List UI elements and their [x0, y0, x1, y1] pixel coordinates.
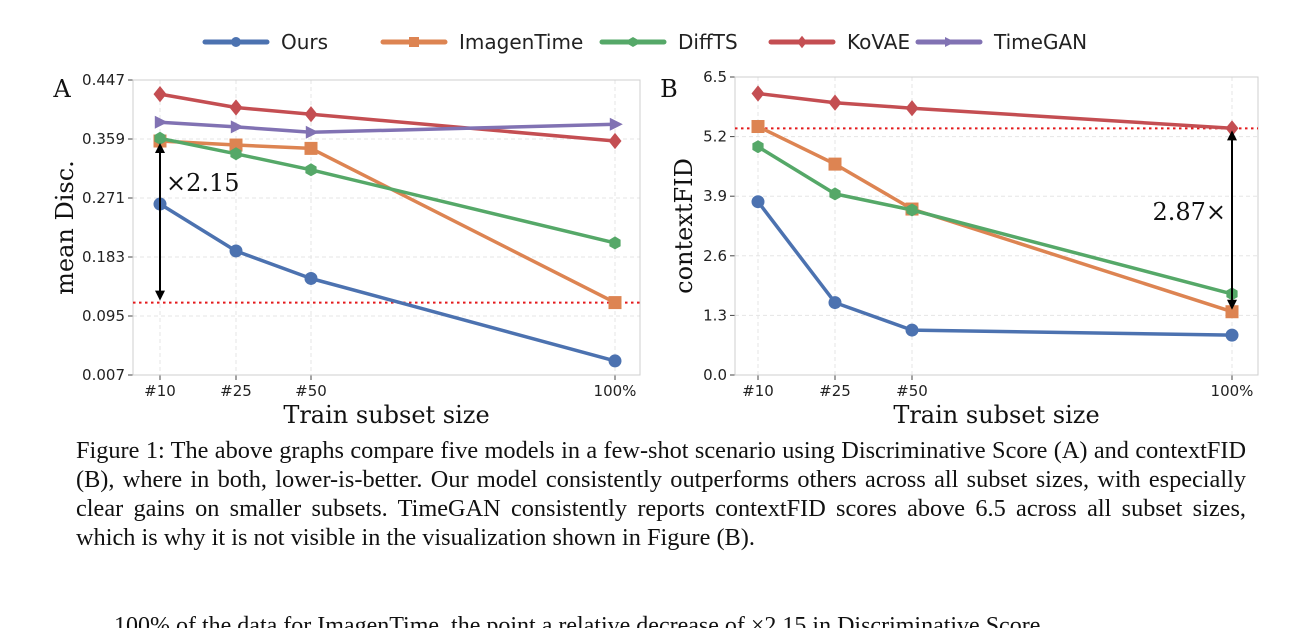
data-point-kovae	[828, 94, 842, 111]
x-axis-label: Train subset size	[893, 401, 1099, 429]
plot-frame	[132, 79, 641, 376]
data-point-timegan	[609, 117, 623, 131]
data-point-kovae	[905, 100, 919, 117]
series-line-ours	[159, 202, 616, 363]
data-point-imagentime	[229, 138, 243, 152]
y-tick-label: 5.2	[703, 128, 727, 146]
y-tick-label: 6.5	[703, 68, 727, 86]
annotation-arrowhead-bottom	[1227, 299, 1237, 310]
legend-marker-ours	[231, 37, 241, 47]
data-point-imagentime	[828, 157, 842, 171]
data-point-ours	[751, 195, 765, 209]
data-point-kovae	[751, 85, 765, 102]
series-line-ours	[756, 200, 1233, 337]
data-point-diffts	[752, 140, 764, 154]
y-tick-label: 1.3	[703, 306, 727, 324]
data-point-kovae	[229, 99, 243, 116]
data-point-imagentime	[751, 120, 765, 134]
y-tick-label: 0.359	[82, 130, 125, 148]
annotation-arrowhead-top	[1227, 130, 1237, 141]
legend-marker-timegan	[945, 37, 955, 47]
y-tick-label: 0.271	[82, 189, 125, 207]
figure-caption: Figure 1: The above graphs compare five …	[76, 437, 1246, 551]
panel-label: A	[52, 75, 71, 103]
legend-label-ours: Ours	[281, 30, 328, 54]
data-point-imagentime	[608, 296, 622, 310]
annotation-arrowhead-top	[155, 143, 165, 154]
series-line-imagentime	[159, 139, 616, 305]
data-point-diffts	[154, 131, 166, 145]
body-text-fragment: 100% of the data for ImagenTime, the poi…	[114, 613, 1041, 628]
x-tick-label: #10	[742, 382, 774, 400]
y-tick-label: 2.6	[703, 247, 727, 265]
legend-marker-kovae	[797, 35, 807, 49]
x-tick-label: 100%	[594, 382, 637, 400]
x-tick-label: #25	[220, 382, 252, 400]
data-point-timegan	[305, 125, 319, 139]
series-line-diffts	[159, 136, 616, 245]
data-point-diffts	[829, 187, 841, 201]
legend-label-imagentime: ImagenTime	[459, 30, 583, 54]
plot-frame	[734, 76, 1259, 376]
y-axis-label: contextFID	[670, 158, 698, 294]
data-point-kovae	[1225, 120, 1239, 137]
data-point-ours	[229, 244, 243, 258]
data-point-kovae	[608, 132, 622, 150]
y-tick-label: 0.183	[82, 248, 125, 266]
panel-label: B	[660, 75, 678, 103]
chart-panel-b: 0.0 1.3 2.6 3.9 5.2 6.5 #10 #25 #50 100% 2.87× B Tra…	[660, 68, 1259, 429]
y-tick-label: 3.9	[703, 187, 727, 205]
x-axis-label: Train subset size	[283, 401, 489, 429]
ratio-annotation: ×2.15	[166, 169, 240, 197]
data-point-timegan	[230, 120, 244, 134]
x-tick-label: #25	[819, 382, 851, 400]
data-point-diffts	[906, 203, 918, 217]
data-point-diffts	[230, 147, 242, 161]
data-point-imagentime	[1225, 305, 1239, 319]
data-point-kovae	[153, 86, 167, 103]
ratio-annotation: 2.87×	[1152, 198, 1226, 226]
data-point-timegan	[154, 115, 168, 129]
x-tick-label: #50	[295, 382, 327, 400]
legend: Ours ImagenTime DiffTS KoVAE TimeGAN	[202, 30, 1087, 54]
y-tick-label: 0.0	[703, 366, 727, 384]
annotation-arrowhead-bottom	[155, 290, 165, 301]
data-point-ours	[828, 296, 842, 310]
legend-marker-imagentime	[409, 37, 419, 47]
data-point-ours	[1225, 328, 1239, 342]
data-point-diffts	[305, 163, 317, 177]
series-line-diffts	[757, 145, 1233, 296]
x-tick-label: #10	[144, 382, 176, 400]
data-point-ours	[304, 271, 318, 285]
data-point-diffts	[609, 236, 621, 250]
series-line-kovae	[159, 92, 616, 143]
x-tick-label: 100%	[1211, 382, 1254, 400]
y-axis-label: mean Disc.	[51, 160, 79, 295]
series-line-imagentime	[757, 124, 1233, 314]
data-point-ours	[608, 354, 622, 368]
legend-label-kovae: KoVAE	[847, 30, 910, 54]
legend-label-diffts: DiffTS	[678, 30, 738, 54]
y-tick-label: 0.095	[82, 307, 125, 325]
chart-panel-a: 0.007 0.095 0.183 0.271 0.359 0.447 #10 #25 #50 1…	[51, 71, 641, 429]
data-point-imagentime	[304, 141, 318, 155]
y-tick-label: 0.007	[82, 366, 125, 384]
legend-marker-diffts	[628, 37, 638, 47]
data-point-kovae	[304, 106, 318, 123]
series-line-kovae	[757, 91, 1233, 131]
y-tick-label: 0.447	[82, 71, 125, 89]
legend-label-timegan: TimeGAN	[993, 30, 1087, 54]
data-point-ours	[905, 323, 919, 337]
series-line-timegan	[159, 120, 616, 135]
x-tick-label: #50	[896, 382, 928, 400]
